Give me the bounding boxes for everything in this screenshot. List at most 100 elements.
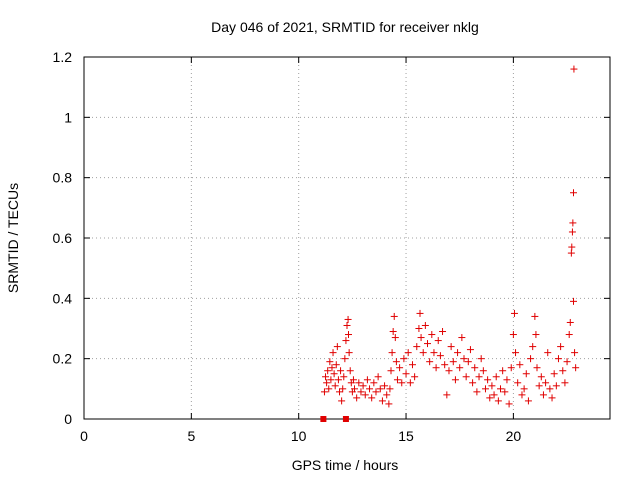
data-point bbox=[494, 397, 502, 405]
data-point bbox=[516, 361, 524, 369]
data-point bbox=[548, 394, 556, 402]
data-point bbox=[537, 373, 545, 381]
x-tick-label: 0 bbox=[80, 428, 88, 444]
data-point bbox=[479, 367, 487, 375]
data-point bbox=[454, 349, 462, 357]
data-point bbox=[539, 391, 547, 399]
data-point bbox=[357, 388, 365, 396]
data-point bbox=[486, 394, 494, 402]
data-point bbox=[387, 367, 395, 375]
data-point bbox=[334, 376, 342, 384]
data-point bbox=[546, 385, 554, 393]
data-point bbox=[522, 370, 530, 378]
data-point bbox=[345, 331, 353, 339]
data-point bbox=[413, 343, 421, 351]
data-point bbox=[331, 382, 339, 390]
data-point bbox=[421, 321, 429, 329]
data-point bbox=[520, 385, 528, 393]
data-point bbox=[462, 373, 470, 381]
y-tick-label: 0.6 bbox=[53, 230, 73, 246]
data-point bbox=[460, 355, 468, 363]
data-point bbox=[320, 388, 328, 396]
data-point bbox=[398, 379, 406, 387]
data-point bbox=[481, 385, 489, 393]
data-point bbox=[342, 337, 350, 345]
data-point bbox=[378, 397, 386, 405]
data-point bbox=[436, 352, 444, 360]
data-point bbox=[466, 346, 474, 354]
data-point bbox=[561, 379, 569, 387]
data-point bbox=[552, 382, 560, 390]
data-point bbox=[456, 364, 464, 372]
data-point bbox=[325, 385, 333, 393]
data-point bbox=[565, 331, 573, 339]
data-point bbox=[406, 379, 414, 387]
data-point bbox=[385, 400, 393, 408]
data-point bbox=[424, 340, 432, 348]
data-point bbox=[326, 358, 334, 366]
data-point bbox=[567, 249, 575, 257]
data-point bbox=[473, 388, 481, 396]
data-point bbox=[396, 364, 404, 372]
data-point bbox=[332, 361, 340, 369]
data-point bbox=[355, 379, 363, 387]
data-point bbox=[554, 355, 562, 363]
data-point bbox=[340, 373, 348, 381]
data-point bbox=[339, 385, 347, 393]
data-point bbox=[328, 364, 336, 372]
data-point bbox=[390, 312, 398, 320]
x-tick-label: 20 bbox=[506, 428, 522, 444]
data-point-square bbox=[342, 416, 349, 422]
data-point bbox=[333, 343, 341, 351]
data-point bbox=[381, 382, 389, 390]
grid bbox=[84, 57, 610, 419]
data-point bbox=[542, 379, 550, 387]
y-tick-label: 1.2 bbox=[53, 49, 73, 65]
data-point bbox=[368, 394, 376, 402]
data-point bbox=[505, 400, 513, 408]
data-point bbox=[419, 349, 427, 357]
data-point bbox=[445, 367, 453, 375]
data-point bbox=[391, 334, 399, 342]
data-point bbox=[490, 391, 498, 399]
data-point bbox=[344, 315, 352, 323]
data-point bbox=[475, 373, 483, 381]
data-point bbox=[518, 391, 526, 399]
x-axis-label: GPS time / hours bbox=[292, 457, 399, 473]
x-tick-label: 5 bbox=[187, 428, 195, 444]
data-point bbox=[477, 355, 485, 363]
data-point bbox=[330, 370, 338, 378]
data-point bbox=[532, 331, 540, 339]
data-point bbox=[503, 376, 511, 384]
data-point bbox=[566, 318, 574, 326]
data-point bbox=[524, 397, 532, 405]
data-point bbox=[570, 297, 578, 305]
data-point bbox=[430, 349, 438, 357]
data-point bbox=[400, 355, 408, 363]
data-point-square bbox=[320, 416, 327, 422]
data-point bbox=[416, 309, 424, 317]
x-tick-label: 10 bbox=[291, 428, 307, 444]
data-point bbox=[389, 328, 397, 336]
data-point bbox=[535, 382, 543, 390]
data-point bbox=[451, 376, 459, 384]
data-point bbox=[568, 243, 576, 251]
y-axis-label: SRMTID / TECUs bbox=[5, 183, 21, 293]
data-point bbox=[338, 397, 346, 405]
data-point bbox=[323, 379, 331, 387]
data-point bbox=[484, 376, 492, 384]
plot-frame bbox=[83, 56, 611, 420]
data-point bbox=[447, 343, 455, 351]
data-point bbox=[570, 189, 578, 197]
data-point bbox=[392, 358, 400, 366]
y-tick-label: 0 bbox=[64, 411, 72, 427]
data-point bbox=[432, 364, 440, 372]
data-point bbox=[571, 349, 579, 357]
data-point bbox=[544, 349, 552, 357]
data-point bbox=[349, 376, 357, 384]
data-point bbox=[374, 373, 382, 381]
data-point bbox=[411, 373, 419, 381]
data-point bbox=[458, 334, 466, 342]
data-point bbox=[471, 364, 479, 372]
data-point bbox=[337, 367, 345, 375]
